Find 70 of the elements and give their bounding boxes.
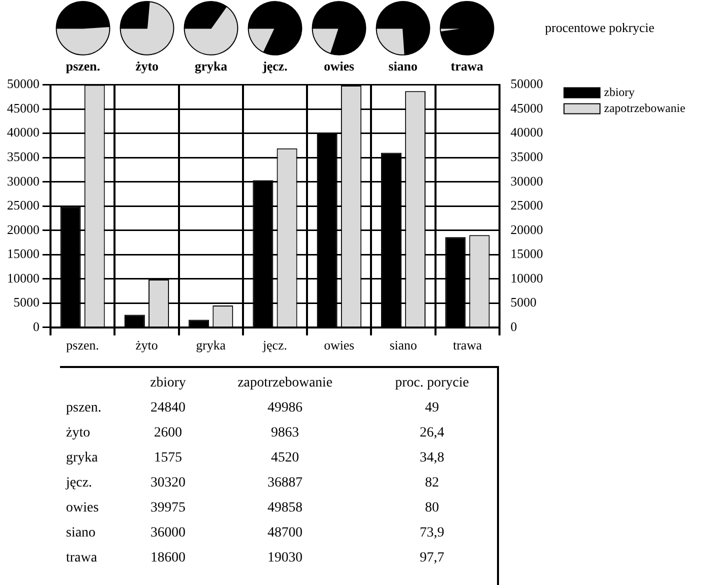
text: 34,8 bbox=[420, 450, 444, 466]
x-tick-label: siano bbox=[390, 338, 418, 353]
y2-tick-label: 20000 bbox=[510, 222, 543, 237]
x-tick-label: pszen. bbox=[66, 338, 99, 353]
y-tick-label: 35000 bbox=[7, 149, 40, 164]
text: jęcz. bbox=[262, 58, 288, 74]
text: trawa bbox=[451, 58, 484, 74]
text: owies bbox=[324, 58, 354, 74]
text: siano bbox=[388, 58, 418, 74]
text: 1575 bbox=[154, 450, 182, 466]
y2-tick-label: 25000 bbox=[510, 198, 543, 213]
text: 80 bbox=[425, 500, 439, 516]
text: 39975 bbox=[150, 500, 186, 516]
y2-tick-label: 0 bbox=[510, 318, 517, 334]
text: gryka bbox=[194, 58, 228, 74]
text: 49858 bbox=[268, 500, 302, 516]
text: 82 bbox=[425, 476, 439, 491]
x-tick-label: żyto bbox=[136, 338, 158, 353]
text: 9863 bbox=[271, 426, 299, 441]
y2-tick-label: 45000 bbox=[510, 100, 543, 116]
x-tick-label: gryka bbox=[196, 338, 226, 353]
y2-tick-label: 30000 bbox=[510, 173, 543, 188]
y2-tick-label: 15000 bbox=[510, 246, 543, 262]
text: 36887 bbox=[268, 476, 302, 491]
text: 18600 bbox=[150, 550, 186, 566]
text: 49986 bbox=[268, 400, 302, 416]
y-tick-label: 10000 bbox=[7, 270, 40, 286]
y-tick-label: 25000 bbox=[7, 198, 40, 213]
category-label: siano bbox=[66, 526, 96, 541]
text: żyto bbox=[135, 58, 158, 74]
y2-tick-label: 35000 bbox=[510, 149, 543, 164]
text: 19030 bbox=[268, 550, 302, 566]
legend-label: zapotrzebowanie bbox=[604, 100, 686, 115]
text: proc. porycie bbox=[395, 376, 469, 391]
category-label: gryka bbox=[66, 450, 98, 466]
y2-tick-label: 50000 bbox=[510, 76, 543, 92]
category-label: żyto bbox=[66, 426, 90, 441]
y2-tick-label: 40000 bbox=[510, 124, 543, 140]
text: 73,9 bbox=[420, 526, 444, 541]
text: 97,7 bbox=[420, 550, 444, 566]
legend-label: zbiory bbox=[604, 84, 635, 99]
category-label: jęcz. bbox=[66, 476, 92, 491]
y-tick-label: 20000 bbox=[7, 222, 40, 237]
text: pszen. bbox=[65, 58, 100, 74]
text: 2600 bbox=[154, 426, 182, 441]
category-label: trawa bbox=[66, 550, 98, 566]
text: zbiory bbox=[150, 376, 186, 391]
y2-tick-label: 5000 bbox=[510, 294, 536, 310]
text: 4520 bbox=[271, 450, 299, 466]
text: 26,4 bbox=[420, 426, 444, 441]
text: procentowe pokrycie bbox=[545, 20, 654, 36]
text: 36000 bbox=[150, 526, 186, 541]
y-tick-label: 5000 bbox=[14, 294, 40, 310]
x-tick-label: trawa bbox=[452, 338, 482, 353]
y-tick-label: 30000 bbox=[7, 173, 40, 188]
y-tick-label: 0 bbox=[33, 318, 40, 334]
x-tick-label: owies bbox=[324, 338, 354, 353]
y-tick-label: 45000 bbox=[7, 100, 40, 116]
category-label: owies bbox=[66, 500, 99, 516]
x-tick-label: jęcz. bbox=[262, 338, 288, 353]
category-label: pszen. bbox=[66, 400, 102, 416]
text: zapotrzebowanie bbox=[238, 376, 332, 391]
y-tick-label: 15000 bbox=[7, 246, 40, 262]
text: 49 bbox=[425, 400, 439, 416]
text: 30320 bbox=[150, 476, 186, 491]
text: 24840 bbox=[150, 400, 186, 416]
text: 48700 bbox=[268, 526, 302, 541]
y-tick-label: 50000 bbox=[7, 76, 40, 92]
y-tick-label: 40000 bbox=[7, 124, 40, 140]
y2-tick-label: 10000 bbox=[510, 270, 543, 286]
